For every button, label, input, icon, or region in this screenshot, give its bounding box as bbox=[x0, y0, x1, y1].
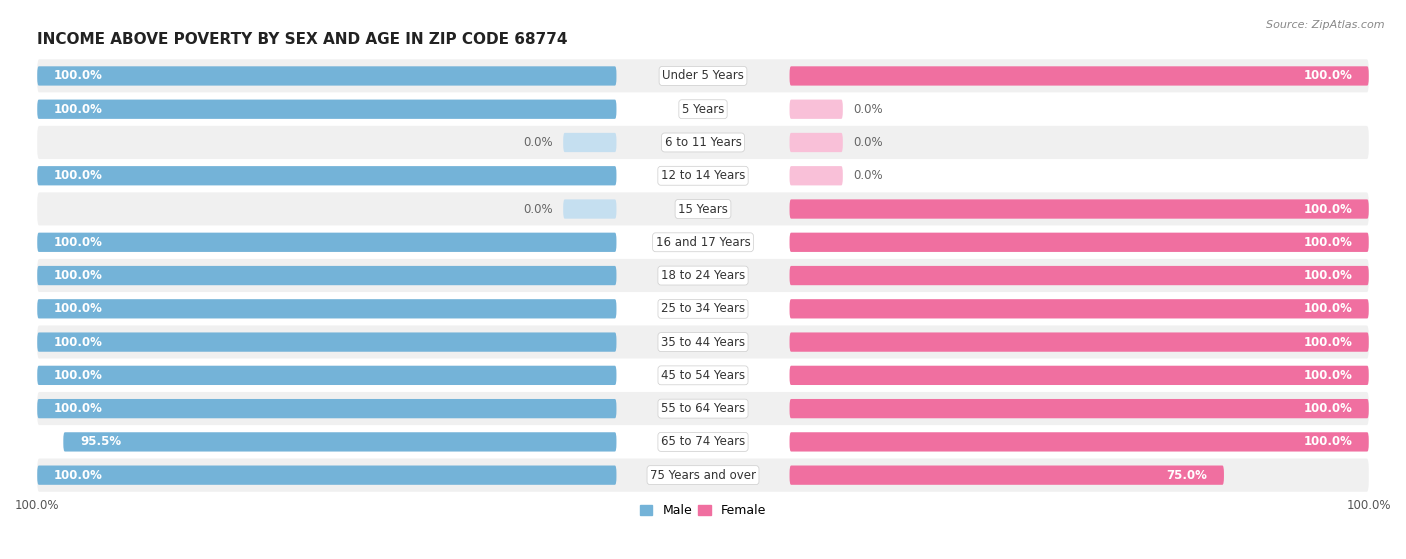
Text: 45 to 54 Years: 45 to 54 Years bbox=[661, 369, 745, 382]
Legend: Male, Female: Male, Female bbox=[636, 499, 770, 522]
Text: 16 and 17 Years: 16 and 17 Years bbox=[655, 236, 751, 249]
FancyBboxPatch shape bbox=[790, 333, 1369, 352]
Text: 65 to 74 Years: 65 to 74 Years bbox=[661, 435, 745, 448]
Text: 100.0%: 100.0% bbox=[1303, 335, 1353, 349]
Text: 100.0%: 100.0% bbox=[1303, 435, 1353, 448]
Text: 100.0%: 100.0% bbox=[53, 69, 103, 83]
Text: 55 to 64 Years: 55 to 64 Years bbox=[661, 402, 745, 415]
FancyBboxPatch shape bbox=[37, 399, 616, 418]
Text: 100.0%: 100.0% bbox=[1303, 302, 1353, 315]
FancyBboxPatch shape bbox=[790, 233, 1369, 252]
FancyBboxPatch shape bbox=[37, 233, 616, 252]
FancyBboxPatch shape bbox=[37, 359, 1369, 392]
Text: 5 Years: 5 Years bbox=[682, 103, 724, 116]
FancyBboxPatch shape bbox=[37, 166, 616, 186]
Text: 100.0%: 100.0% bbox=[53, 468, 103, 482]
Text: INCOME ABOVE POVERTY BY SEX AND AGE IN ZIP CODE 68774: INCOME ABOVE POVERTY BY SEX AND AGE IN Z… bbox=[37, 32, 568, 47]
FancyBboxPatch shape bbox=[37, 126, 1369, 159]
Text: 100.0%: 100.0% bbox=[53, 302, 103, 315]
FancyBboxPatch shape bbox=[37, 392, 1369, 425]
FancyBboxPatch shape bbox=[790, 67, 1369, 86]
Text: Under 5 Years: Under 5 Years bbox=[662, 69, 744, 83]
FancyBboxPatch shape bbox=[790, 432, 1369, 452]
FancyBboxPatch shape bbox=[790, 166, 842, 186]
Text: 100.0%: 100.0% bbox=[53, 236, 103, 249]
FancyBboxPatch shape bbox=[37, 59, 1369, 93]
Text: 0.0%: 0.0% bbox=[853, 103, 883, 116]
FancyBboxPatch shape bbox=[37, 93, 1369, 126]
Text: Source: ZipAtlas.com: Source: ZipAtlas.com bbox=[1267, 20, 1385, 30]
Text: 0.0%: 0.0% bbox=[523, 202, 553, 216]
FancyBboxPatch shape bbox=[37, 100, 616, 119]
FancyBboxPatch shape bbox=[37, 192, 1369, 226]
FancyBboxPatch shape bbox=[564, 133, 616, 152]
Text: 0.0%: 0.0% bbox=[523, 136, 553, 149]
Text: 6 to 11 Years: 6 to 11 Years bbox=[665, 136, 741, 149]
FancyBboxPatch shape bbox=[790, 299, 1369, 319]
Text: 0.0%: 0.0% bbox=[853, 136, 883, 149]
FancyBboxPatch shape bbox=[37, 226, 1369, 259]
Text: 100.0%: 100.0% bbox=[53, 335, 103, 349]
Text: 100.0%: 100.0% bbox=[1303, 236, 1353, 249]
Text: 95.5%: 95.5% bbox=[80, 435, 121, 448]
Text: 100.0%: 100.0% bbox=[53, 103, 103, 116]
Text: 100.0%: 100.0% bbox=[1303, 402, 1353, 415]
FancyBboxPatch shape bbox=[790, 466, 1225, 485]
Text: 35 to 44 Years: 35 to 44 Years bbox=[661, 335, 745, 349]
Text: 100.0%: 100.0% bbox=[1303, 369, 1353, 382]
FancyBboxPatch shape bbox=[37, 159, 1369, 192]
Text: 12 to 14 Years: 12 to 14 Years bbox=[661, 169, 745, 182]
Text: 100.0%: 100.0% bbox=[1303, 269, 1353, 282]
Text: 100.0%: 100.0% bbox=[53, 269, 103, 282]
Text: 100.0%: 100.0% bbox=[53, 169, 103, 182]
Text: 25 to 34 Years: 25 to 34 Years bbox=[661, 302, 745, 315]
FancyBboxPatch shape bbox=[37, 299, 616, 319]
FancyBboxPatch shape bbox=[37, 292, 1369, 325]
FancyBboxPatch shape bbox=[37, 425, 1369, 458]
Text: 100.0%: 100.0% bbox=[1303, 69, 1353, 83]
FancyBboxPatch shape bbox=[37, 466, 616, 485]
FancyBboxPatch shape bbox=[37, 266, 616, 285]
FancyBboxPatch shape bbox=[564, 200, 616, 219]
FancyBboxPatch shape bbox=[790, 100, 842, 119]
FancyBboxPatch shape bbox=[37, 259, 1369, 292]
FancyBboxPatch shape bbox=[790, 399, 1369, 418]
Text: 75 Years and over: 75 Years and over bbox=[650, 468, 756, 482]
FancyBboxPatch shape bbox=[37, 67, 616, 86]
FancyBboxPatch shape bbox=[37, 458, 1369, 492]
Text: 0.0%: 0.0% bbox=[853, 169, 883, 182]
Text: 100.0%: 100.0% bbox=[53, 402, 103, 415]
FancyBboxPatch shape bbox=[790, 200, 1369, 219]
Text: 15 Years: 15 Years bbox=[678, 202, 728, 216]
FancyBboxPatch shape bbox=[37, 366, 616, 385]
Text: 18 to 24 Years: 18 to 24 Years bbox=[661, 269, 745, 282]
Text: 100.0%: 100.0% bbox=[53, 369, 103, 382]
FancyBboxPatch shape bbox=[790, 133, 842, 152]
FancyBboxPatch shape bbox=[63, 432, 616, 452]
Text: 75.0%: 75.0% bbox=[1167, 468, 1208, 482]
FancyBboxPatch shape bbox=[790, 366, 1369, 385]
FancyBboxPatch shape bbox=[790, 266, 1369, 285]
FancyBboxPatch shape bbox=[37, 333, 616, 352]
Text: 100.0%: 100.0% bbox=[1303, 202, 1353, 216]
FancyBboxPatch shape bbox=[37, 325, 1369, 359]
